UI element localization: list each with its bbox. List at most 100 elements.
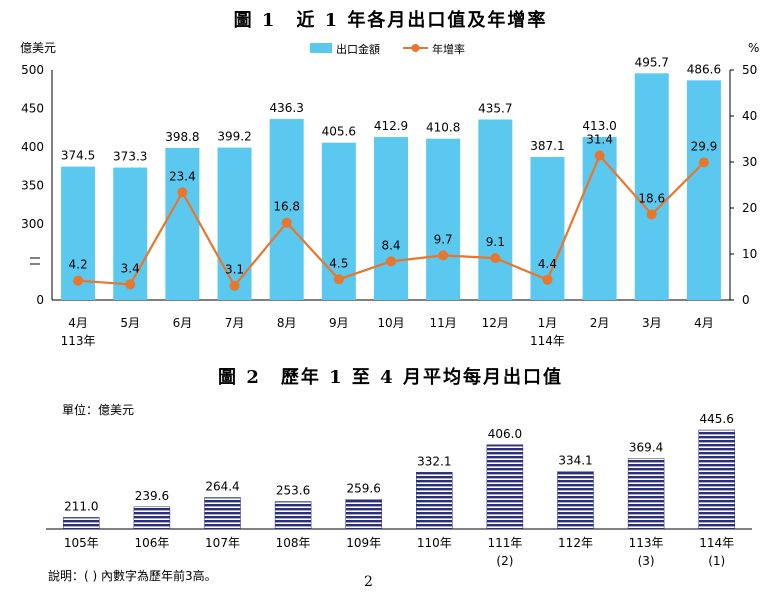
line-point-yoy — [333, 274, 344, 285]
x-tick-label: 4月 — [68, 316, 88, 330]
line-data-label: 8.4 — [381, 238, 400, 252]
y-right-tick-label: 50 — [742, 63, 757, 77]
bar-data-label: 239.6 — [135, 489, 169, 503]
x-tick-label: 113年 — [629, 536, 664, 550]
x-tick-label: 2月 — [590, 316, 610, 330]
y-left-tick-label: 0 — [36, 293, 44, 307]
y-left-tick-label: 400 — [21, 140, 44, 154]
y-left-tick-label: 500 — [21, 63, 44, 77]
bar-export-value — [426, 138, 461, 300]
x-tick-sublabel: (3) — [638, 554, 655, 568]
y-left-tick-label: 300 — [21, 217, 44, 231]
chart1-title: 圖 1 近 1 年各月出口值及年增率 — [233, 10, 548, 31]
line-data-label: 31.4 — [586, 133, 613, 147]
bar-export-value — [478, 119, 513, 300]
line-point-yoy — [698, 157, 709, 168]
bar-data-label: 486.6 — [687, 62, 721, 76]
x-tick-label: 5月 — [120, 316, 140, 330]
x-tick-label: 6月 — [173, 316, 193, 330]
bar-data-label: 398.8 — [165, 130, 199, 144]
bar-data-label: 259.6 — [347, 481, 381, 495]
line-point-yoy — [177, 187, 188, 198]
bar-data-label: 495.7 — [635, 55, 669, 69]
bar-data-label: 374.5 — [61, 149, 95, 163]
legend-marker-line — [411, 44, 420, 52]
x-tick-label: 9月 — [329, 316, 349, 330]
line-data-label: 4.2 — [69, 258, 88, 272]
line-data-label: 23.4 — [169, 169, 196, 183]
bar-export-value — [634, 73, 669, 300]
bar-avg-monthly-export — [557, 471, 594, 530]
x-tick-label: 1月 — [538, 316, 558, 330]
bar-data-label: 436.3 — [270, 101, 304, 115]
line-point-yoy — [281, 217, 292, 228]
x-tick-label: 107年 — [205, 536, 240, 550]
line-point-yoy — [386, 256, 396, 267]
page-number: 2 — [364, 574, 373, 590]
line-data-label: 9.7 — [434, 232, 453, 246]
y-left-axis-label: 億美元 — [20, 41, 56, 55]
x-tick-label: 11月 — [430, 316, 457, 330]
line-data-label: 4.5 — [329, 256, 348, 270]
bar-avg-monthly-export — [416, 472, 453, 530]
bar-data-label: 413.0 — [582, 119, 616, 133]
x-tick-label: 8月 — [277, 316, 297, 330]
line-data-label: 29.9 — [691, 139, 718, 153]
bar-export-value — [686, 80, 721, 301]
bar-data-label: 387.1 — [530, 139, 564, 153]
line-point-yoy — [594, 150, 605, 161]
bar-data-label: 253.6 — [276, 484, 310, 498]
line-point-yoy — [646, 209, 657, 220]
x-tick-label: 3月 — [642, 316, 662, 330]
bar-export-value — [321, 142, 356, 300]
bar-data-label: 332.1 — [417, 454, 451, 468]
x-tick-label: 111年 — [487, 536, 522, 550]
bar-avg-monthly-export — [133, 506, 171, 530]
bar-data-label: 264.4 — [205, 480, 239, 494]
bar-data-label: 334.1 — [558, 454, 592, 468]
bar-data-label: 435.7 — [478, 102, 512, 116]
bar-avg-monthly-export — [627, 458, 665, 530]
chart2-title: 圖 2 歷年 1 至 4 月平均每月出口值 — [218, 367, 563, 388]
x-tick-label: 10月 — [377, 316, 404, 330]
y-right-tick-label: 40 — [742, 109, 757, 123]
y-left-tick-label: 350 — [21, 179, 44, 193]
x-tick-label: 105年 — [64, 536, 99, 550]
bar-data-label: 410.8 — [426, 121, 460, 135]
y-left-tick-label: 450 — [21, 102, 44, 116]
line-data-label: 3.4 — [121, 261, 140, 275]
x-tick-sublabel: 114年 — [530, 334, 565, 348]
bar-avg-monthly-export — [204, 497, 241, 530]
line-data-label: 16.8 — [273, 200, 300, 214]
x-tick-label: 109年 — [346, 536, 381, 550]
line-point-yoy — [229, 280, 240, 291]
bar-export-value — [217, 147, 252, 300]
y-right-tick-label: 30 — [742, 155, 757, 169]
x-tick-label: 112年 — [558, 536, 593, 550]
bar-export-value — [582, 136, 617, 300]
x-tick-label: 108年 — [276, 536, 311, 550]
x-tick-sublabel: (1) — [708, 554, 725, 568]
x-tick-label: 114年 — [699, 536, 734, 550]
y-right-axis-label: % — [748, 41, 759, 55]
bar-avg-monthly-export — [698, 429, 735, 530]
x-tick-label: 110年 — [417, 536, 452, 550]
bar-data-label: 369.4 — [629, 440, 663, 454]
line-point-yoy — [490, 253, 501, 264]
bar-data-label: 373.3 — [113, 150, 147, 164]
line-data-label: 9.1 — [486, 235, 505, 249]
line-point-yoy — [73, 275, 84, 286]
y-right-tick-label: 20 — [742, 201, 757, 215]
bar-data-label: 405.6 — [322, 125, 356, 139]
line-point-yoy — [438, 250, 449, 261]
bar-export-value — [113, 167, 148, 300]
y-right-tick-label: 0 — [742, 293, 750, 307]
x-tick-label: 12月 — [482, 316, 509, 330]
line-data-label: 3.1 — [225, 263, 244, 277]
x-tick-sublabel: 113年 — [61, 334, 96, 348]
bar-data-label: 406.0 — [488, 427, 522, 441]
bar-export-value — [165, 147, 200, 300]
bar-data-label: 445.6 — [700, 412, 734, 426]
bar-data-label: 399.2 — [217, 130, 251, 144]
